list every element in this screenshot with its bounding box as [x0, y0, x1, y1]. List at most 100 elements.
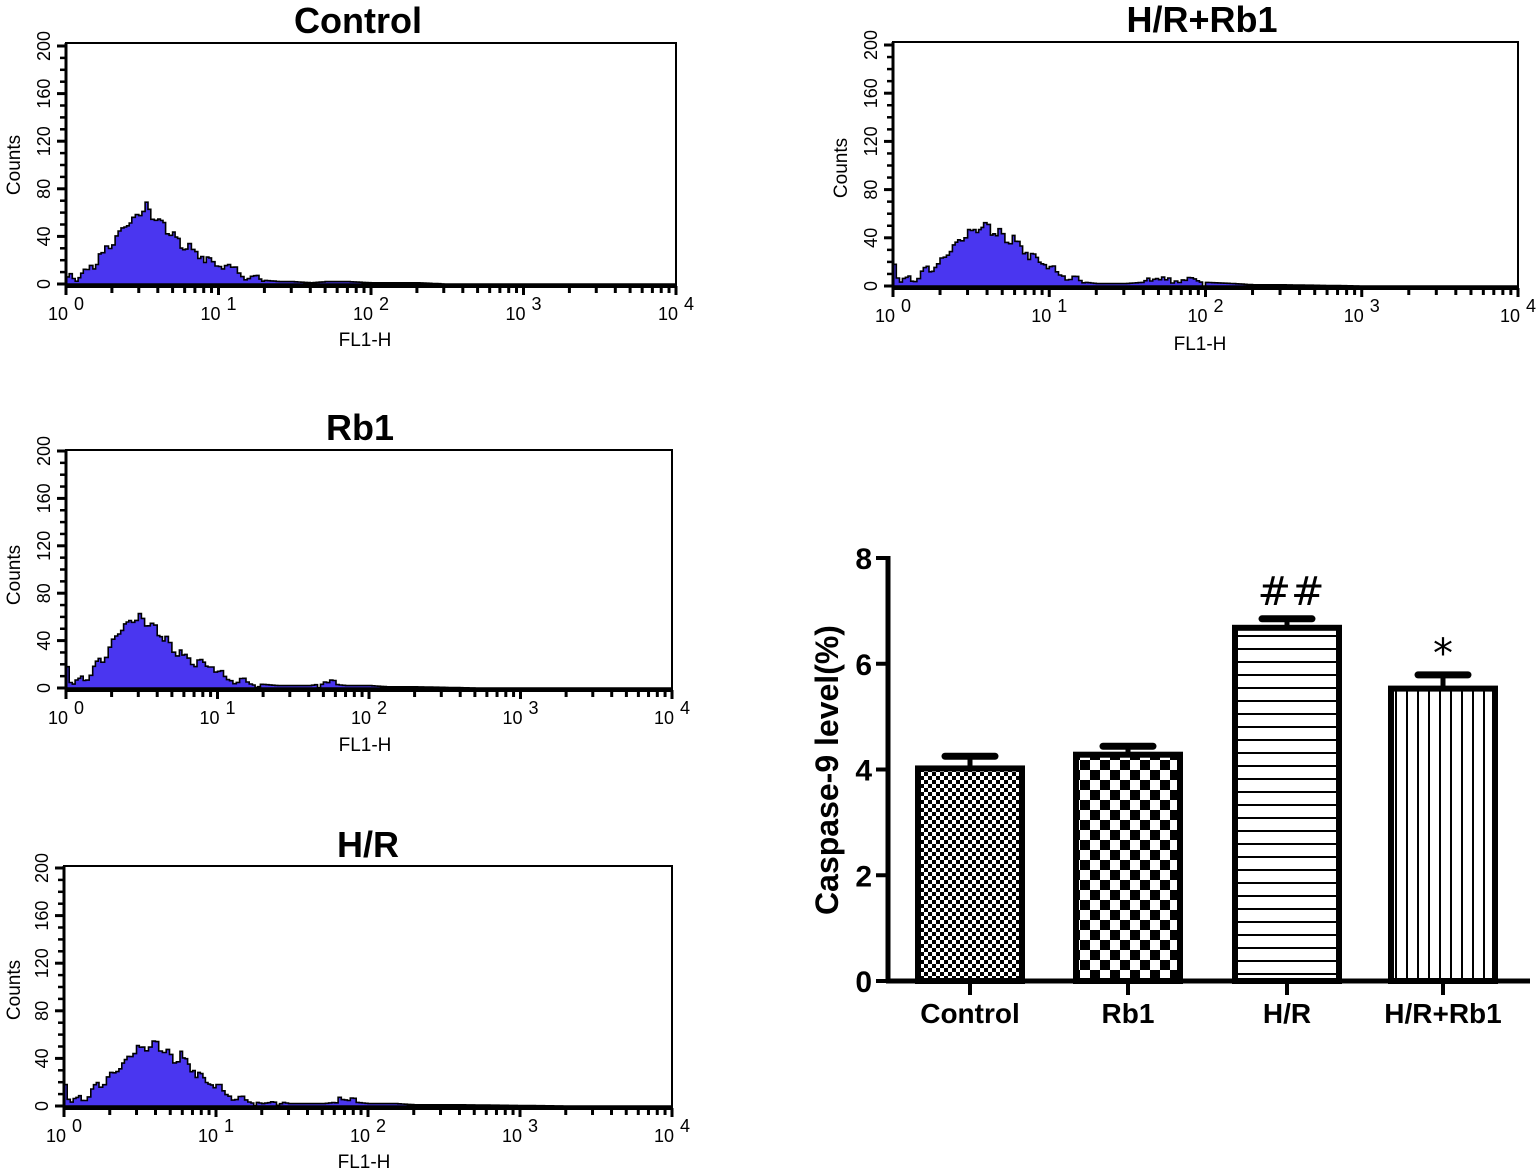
x-axis-label: FL1-H	[1174, 334, 1227, 355]
x-tick-label: 10	[654, 708, 674, 728]
y-tick-label: 160	[34, 483, 54, 513]
y-tick-label: 80	[32, 1001, 52, 1021]
x-tick-exponent: 2	[376, 1116, 386, 1136]
x-tick-label: Rb1	[1102, 998, 1155, 1029]
x-tick-label: 10	[1187, 306, 1207, 326]
x-tick-exponent: 1	[224, 1116, 234, 1136]
y-tick-label: 40	[34, 631, 54, 651]
bar	[1388, 685, 1498, 984]
x-tick-exponent: 1	[226, 698, 236, 718]
x-tick-exponent: 3	[528, 1116, 538, 1136]
histogram-title: Rb1	[326, 407, 394, 448]
y-tick-label: 200	[34, 436, 54, 466]
y-tick-label: 0	[34, 683, 54, 693]
y-tick-label: 120	[34, 126, 54, 156]
x-tick-label: 10	[1344, 306, 1364, 326]
x-axis-label: FL1-H	[339, 330, 392, 351]
histogram-panel-control: Control FL1-H Counts 0 40 80 120 160 200 10 0 10…	[4, 0, 694, 351]
x-tick-label: 10	[46, 1126, 66, 1146]
y-tick-label: 200	[861, 30, 881, 60]
bar	[1232, 624, 1342, 984]
x-tick-label: Control	[920, 998, 1020, 1029]
x-tick-label: 10	[48, 708, 68, 728]
y-tick-label: 120	[34, 531, 54, 561]
x-tick-exponent: 4	[1526, 296, 1536, 316]
x-axis-label: FL1-H	[339, 735, 392, 756]
y-tick-label: 120	[32, 948, 52, 978]
x-tick-label: 10	[505, 304, 525, 324]
caspase9-bar-chart: Caspase-9 level(%) Control Rb1 ## H/R * H/R+R…	[809, 543, 1530, 1029]
histogram-area	[65, 612, 672, 689]
x-tick-exponent: 1	[1057, 296, 1067, 316]
y-tick-label: 8	[855, 543, 872, 576]
y-tick-label: 120	[861, 126, 881, 156]
x-tick-label: 10	[502, 1126, 522, 1146]
x-tick-label: 10	[1031, 306, 1051, 326]
x-tick-exponent: 0	[74, 294, 84, 314]
x-tick-exponent: 3	[1370, 296, 1380, 316]
x-tick-exponent: 2	[1214, 296, 1224, 316]
y-axis-label: Counts	[4, 135, 25, 195]
significance-annotation: *	[1433, 631, 1453, 677]
histogram-area	[65, 201, 676, 285]
x-tick-exponent: 1	[227, 294, 237, 314]
y-tick-label: 4	[855, 755, 872, 788]
y-tick-label: 200	[32, 853, 52, 883]
histogram-area	[892, 221, 1518, 287]
x-tick-label: H/R	[1263, 998, 1311, 1029]
y-tick-label: 40	[32, 1048, 52, 1068]
y-tick-label: 2	[855, 860, 872, 893]
x-tick-label: H/R+Rb1	[1384, 998, 1501, 1029]
y-tick-label: 80	[861, 180, 881, 200]
x-tick-label: 10	[654, 1126, 674, 1146]
y-tick-label: 80	[34, 583, 54, 603]
x-tick-exponent: 4	[680, 1116, 690, 1136]
x-tick-label: 10	[200, 304, 220, 324]
histogram-panel-hr-rb1: H/R+Rb1 FL1-H Counts 0 40 80 120 160 200 10 0 10…	[831, 0, 1536, 355]
significance-annotation: ##	[1257, 569, 1324, 615]
y-tick-label: 40	[34, 226, 54, 246]
y-axis-label: Counts	[4, 545, 25, 605]
x-tick-exponent: 4	[680, 698, 690, 718]
y-tick-label: 0	[855, 966, 872, 999]
y-axis-label: Caspase-9 level(%)	[809, 625, 845, 915]
histogram-area	[63, 1040, 672, 1107]
histogram-title: Control	[294, 0, 422, 41]
x-tick-exponent: 4	[684, 294, 694, 314]
x-tick-label: 10	[350, 1126, 370, 1146]
x-tick-label: 10	[199, 708, 219, 728]
x-tick-label: 10	[1500, 306, 1520, 326]
histogram-panel-hr: H/R FL1-H Counts 0 40 80 120 160 200 10 0 10 1 10 2…	[4, 824, 690, 1173]
y-tick-label: 40	[861, 228, 881, 248]
histogram-title: H/R	[337, 824, 399, 865]
x-tick-label: 10	[875, 306, 895, 326]
histogram-panel-rb1: Rb1 FL1-H Counts 0 40 80 120 160 200 10 0 10 1 10 2…	[4, 407, 690, 756]
y-tick-label: 200	[34, 31, 54, 61]
bar	[915, 765, 1025, 984]
x-tick-exponent: 2	[377, 698, 387, 718]
bar	[1073, 751, 1183, 984]
y-tick-label: 160	[34, 79, 54, 109]
y-tick-label: 0	[32, 1101, 52, 1111]
y-tick-label: 6	[855, 649, 872, 682]
x-tick-label: 10	[502, 708, 522, 728]
x-tick-label: 10	[658, 304, 678, 324]
x-tick-exponent: 3	[529, 698, 539, 718]
y-tick-label: 0	[34, 279, 54, 289]
y-axis-label: Counts	[831, 138, 852, 198]
x-axis-label: FL1-H	[338, 1152, 391, 1173]
x-tick-label: 10	[198, 1126, 218, 1146]
x-tick-exponent: 0	[901, 296, 911, 316]
y-axis-label: Counts	[4, 960, 25, 1020]
x-tick-label: 10	[48, 304, 68, 324]
y-tick-label: 80	[34, 179, 54, 199]
x-tick-exponent: 2	[379, 294, 389, 314]
x-tick-label: 10	[351, 708, 371, 728]
x-tick-exponent: 0	[74, 698, 84, 718]
histogram-title: H/R+Rb1	[1126, 0, 1277, 40]
x-tick-exponent: 3	[532, 294, 542, 314]
x-tick-exponent: 0	[72, 1116, 82, 1136]
y-tick-label: 160	[32, 901, 52, 931]
x-tick-label: 10	[353, 304, 373, 324]
